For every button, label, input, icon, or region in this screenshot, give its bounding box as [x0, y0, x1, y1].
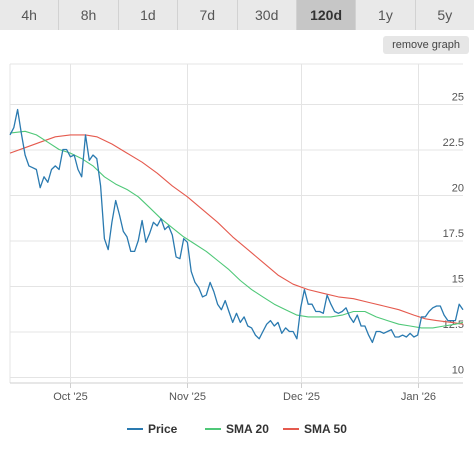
sma-50-series-line — [9, 134, 464, 325]
tab-120d[interactable]: 120d — [296, 0, 357, 30]
tab-30d[interactable]: 30d — [237, 0, 297, 30]
x-tick-label: Oct '25 — [53, 391, 88, 403]
x-axis-ticks: Oct '25 Nov '25 Dec '25 Jan '26 — [53, 391, 436, 403]
y-tick-label: 15 — [452, 274, 464, 286]
tab-4h[interactable]: 4h — [0, 0, 60, 30]
legend: Price SMA 20 SMA 50 — [127, 422, 347, 436]
grid-lines — [9, 63, 463, 388]
y-tick-label: 20 — [452, 183, 464, 195]
sma-20-series-line — [9, 130, 464, 329]
remove-graph-button[interactable]: remove graph — [383, 36, 469, 54]
legend-item-sma-50[interactable]: SMA 50 — [283, 422, 347, 436]
legend-item-sma-20[interactable]: SMA 20 — [205, 422, 269, 436]
tab-5y[interactable]: 5y — [415, 0, 474, 30]
series-lines — [9, 108, 464, 344]
y-tick-label: 17.5 — [443, 228, 464, 240]
legend-label: SMA 20 — [226, 422, 269, 436]
x-tick-label: Dec '25 — [283, 391, 320, 403]
tab-1d[interactable]: 1d — [118, 0, 179, 30]
tab-1y[interactable]: 1y — [356, 0, 416, 30]
x-tick-label: Jan '26 — [401, 391, 436, 403]
y-tick-label: 25 — [452, 92, 464, 104]
price-series-line — [9, 108, 464, 344]
tab-7d[interactable]: 7d — [178, 0, 238, 30]
legend-label: SMA 50 — [304, 422, 347, 436]
tab-8h[interactable]: 8h — [59, 0, 119, 30]
x-tick-label: Nov '25 — [169, 391, 206, 403]
timeframe-tabs: 4h 8h 1d 7d 30d 120d 1y 5y — [0, 0, 474, 30]
y-tick-label: 10 — [452, 365, 464, 377]
legend-item-price[interactable]: Price — [127, 422, 178, 436]
legend-label: Price — [148, 422, 178, 436]
y-tick-label: 22.5 — [443, 137, 464, 149]
